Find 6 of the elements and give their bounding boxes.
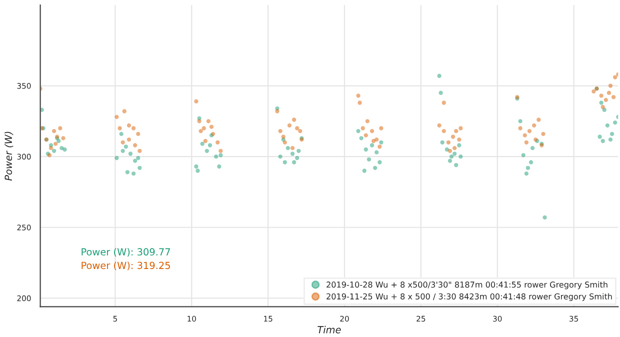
y-axis-title: Power (W) xyxy=(4,132,14,181)
legend-label: 2019-11-25 Wu + 8 x 500 / 3:30 8423m 00:41:48 rower Gregory Smith xyxy=(326,293,612,302)
annotation: Power (W): 309.77 xyxy=(82,248,170,257)
x-axis-title: Time xyxy=(318,326,341,334)
annotation: Power (W): 319.25 xyxy=(82,262,170,270)
legend-label: 2019-10-28 Wu + 8 x500/3'30" 8187m 00:41:55 rower Gregory Smith xyxy=(326,281,608,290)
